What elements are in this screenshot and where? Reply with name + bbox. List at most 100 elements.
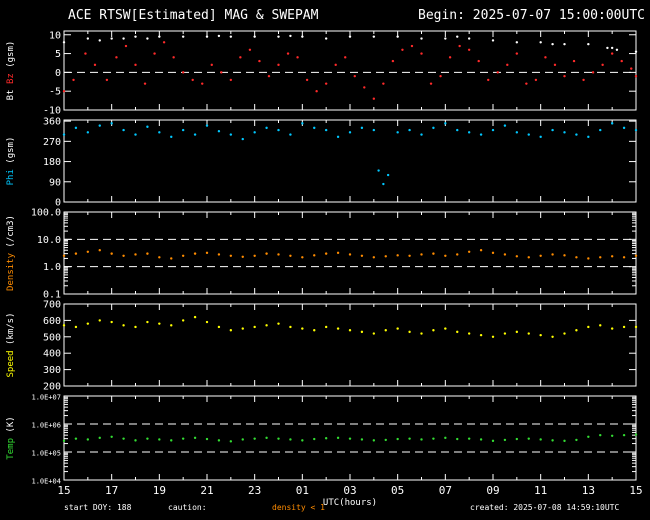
temp-temp-point bbox=[432, 437, 435, 440]
density-density-point bbox=[146, 252, 149, 255]
temp-temp-point bbox=[324, 437, 328, 440]
mag-bz-point bbox=[93, 63, 97, 67]
mag-bt-point bbox=[301, 35, 304, 38]
density-density-point bbox=[217, 253, 221, 256]
density-density-point bbox=[622, 256, 626, 259]
mag-bt-point bbox=[610, 46, 614, 50]
mag-bz-point bbox=[458, 44, 461, 48]
temp-temp-point bbox=[467, 437, 471, 440]
phi-phi-point bbox=[324, 128, 328, 132]
mag-ytick-label: -10 bbox=[43, 106, 61, 117]
phi-phi-point bbox=[491, 128, 495, 132]
speed-speed-point bbox=[110, 320, 113, 324]
phi-phi-point bbox=[479, 133, 483, 136]
mag-bt-point bbox=[587, 42, 590, 46]
mag-bz-point bbox=[410, 44, 414, 48]
temp-ytick-label: 1.0E+06 bbox=[31, 422, 61, 430]
mag-bt-point bbox=[181, 35, 185, 38]
speed-speed-point bbox=[62, 324, 66, 327]
mag-bt-point bbox=[456, 35, 459, 38]
phi-phi-point bbox=[98, 124, 101, 127]
mag-bt-point bbox=[563, 42, 566, 46]
speed-speed-point bbox=[122, 324, 125, 327]
speed-speed-point bbox=[277, 322, 280, 325]
density-density-point bbox=[205, 251, 209, 255]
temp-ylabel: Temp (K) bbox=[6, 416, 16, 459]
density-density-point bbox=[134, 253, 137, 256]
speed-speed-point bbox=[610, 327, 614, 330]
density-density-point bbox=[563, 254, 566, 257]
phi-phi-point bbox=[277, 128, 280, 132]
speed-speed-point bbox=[372, 332, 376, 335]
mag-bz-point bbox=[115, 56, 118, 59]
temp-temp-point bbox=[491, 439, 495, 443]
density-density-point bbox=[98, 249, 101, 252]
temp-temp-point bbox=[599, 433, 602, 437]
mag-bt-point bbox=[277, 35, 280, 38]
mag-bz-point bbox=[506, 63, 509, 67]
temp-temp-point bbox=[503, 438, 507, 442]
mag-bz-point bbox=[229, 78, 233, 82]
mag-bt-point bbox=[539, 41, 542, 44]
mag-ytick-label: -5 bbox=[49, 87, 61, 98]
speed-ytick-label: 700 bbox=[43, 300, 61, 311]
mag-bz-point bbox=[181, 71, 185, 74]
mag-bz-point bbox=[372, 97, 376, 100]
speed-speed-point bbox=[503, 332, 507, 335]
temp-temp-point bbox=[265, 436, 268, 440]
x-tick-label: 01 bbox=[296, 484, 309, 497]
density-caution: density < 1 bbox=[272, 503, 325, 512]
phi-phi-point bbox=[408, 128, 411, 132]
density-density-point bbox=[158, 256, 161, 259]
temp-temp-point bbox=[634, 433, 638, 436]
speed-speed-point bbox=[205, 320, 209, 324]
phi-phi-point bbox=[360, 126, 364, 130]
density-density-point bbox=[634, 254, 638, 257]
temp-temp-point bbox=[170, 439, 173, 442]
mag-ytick-label: 5 bbox=[55, 49, 61, 60]
speed-speed-point bbox=[420, 332, 423, 335]
mag-bz-point bbox=[162, 41, 166, 44]
temp-temp-point bbox=[587, 435, 590, 438]
temp-temp-point bbox=[575, 438, 578, 442]
density-density-point bbox=[456, 253, 459, 256]
temp-ylabel-part: Temp bbox=[6, 438, 16, 460]
phi-phi-point bbox=[456, 128, 459, 132]
speed-speed-point bbox=[170, 324, 173, 327]
mag-bz-point bbox=[515, 52, 519, 55]
mag-bt-point bbox=[551, 42, 554, 46]
mag-bt-point bbox=[289, 34, 292, 38]
x-tick-label: 15 bbox=[629, 484, 642, 497]
temp-temp-point bbox=[110, 435, 113, 438]
mag-bt-point bbox=[615, 48, 619, 52]
mag-bz-point bbox=[305, 78, 309, 82]
speed-ylabel-part: Speed bbox=[6, 350, 16, 377]
mag-bt-point bbox=[420, 37, 423, 40]
temp-temp-point bbox=[360, 438, 364, 441]
phi-ylabel-part: Phi bbox=[6, 169, 16, 185]
density-density-point bbox=[551, 253, 554, 256]
mag-bz-point bbox=[382, 82, 385, 85]
density-density-point bbox=[170, 257, 173, 260]
x-tick-label: 03 bbox=[343, 484, 356, 497]
phi-phi-point bbox=[265, 126, 268, 130]
mag-frame bbox=[63, 30, 637, 111]
temp-temp-point bbox=[193, 436, 197, 440]
temp-temp-point bbox=[444, 436, 447, 440]
mag-bt-point bbox=[158, 35, 161, 38]
mag-bz-point bbox=[572, 59, 576, 63]
density-density-point bbox=[610, 255, 614, 258]
temp-temp-point bbox=[313, 437, 316, 441]
density-density-point bbox=[539, 254, 542, 257]
temp-temp-point bbox=[229, 440, 233, 443]
phi-phi-point bbox=[527, 133, 530, 136]
mag-bz-point bbox=[153, 52, 156, 55]
mag-bz-point bbox=[610, 52, 614, 55]
temp-temp-point bbox=[348, 437, 352, 440]
mag-bz-point bbox=[344, 56, 347, 59]
phi-phi-point bbox=[503, 124, 507, 127]
x-tick-label: 05 bbox=[391, 484, 404, 497]
speed-speed-point bbox=[491, 335, 495, 338]
phi-phi-point bbox=[193, 133, 197, 136]
speed-speed-point bbox=[301, 327, 304, 330]
